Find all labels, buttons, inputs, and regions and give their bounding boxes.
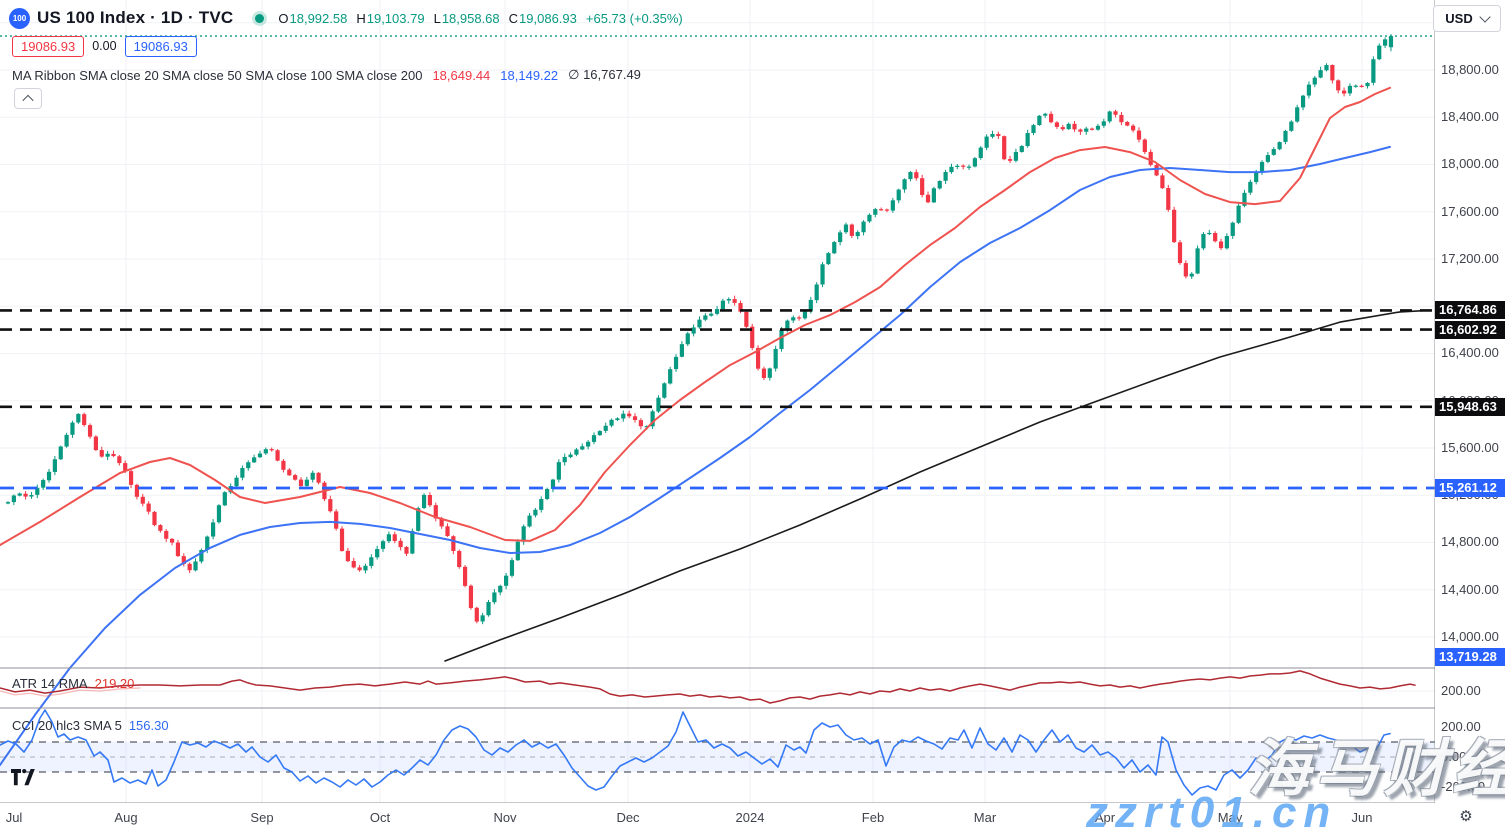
currency-label: USD — [1445, 11, 1473, 26]
sell-price-button[interactable]: 19086.93 — [12, 35, 85, 57]
high-label: H — [356, 10, 366, 26]
cci-tick-label: 200.00 — [1441, 719, 1481, 734]
ma-ribbon-value-blue: 18,149.22 — [500, 67, 559, 83]
level-price-label[interactable]: 16,602.92 — [1435, 320, 1505, 339]
time-tick-label: Jul — [5, 810, 23, 825]
symbol-logo-icon: 100 — [9, 7, 30, 29]
collapse-legend-button[interactable] — [14, 88, 42, 109]
time-tick-label: Dec — [616, 810, 640, 825]
symbol-title[interactable]: US 100 Index · 1D · TVC — [37, 8, 234, 27]
ma-ribbon-legend[interactable]: MA Ribbon SMA close 20 SMA close 50 SMA … — [12, 66, 641, 84]
time-axis[interactable]: Jul Aug Sep Oct Nov Dec 2024 Feb Mar Apr May Jun — [0, 803, 1505, 831]
atr-tick-label: 200.00 — [1441, 683, 1481, 698]
price-tick-label: 18,400.00 — [1441, 109, 1499, 125]
time-tick-label: Feb — [861, 810, 885, 825]
price-tick-label: 14,800.00 — [1441, 534, 1499, 550]
close-label: C — [508, 10, 519, 26]
time-tick-label: 2024 — [735, 810, 765, 825]
change-value: +65.73 (+0.35%) — [585, 10, 683, 26]
open-value: 18,992.58 — [289, 10, 348, 26]
price-tick-label: 18,800.00 — [1441, 62, 1499, 77]
level-price-label[interactable]: 16,764.86 — [1435, 301, 1505, 320]
price-tick-label: 15,600.00 — [1441, 439, 1499, 455]
time-tick-label: Oct — [369, 810, 391, 825]
price-tick-label: 14,400.00 — [1441, 581, 1499, 597]
time-tick-label: Jun — [1351, 810, 1373, 825]
ma-ribbon-value-red: 18,649.44 — [432, 67, 491, 83]
time-tick-label: Aug — [114, 810, 138, 825]
level-price-label[interactable]: 15,948.63 — [1435, 397, 1505, 416]
currency-selector-button[interactable]: USD — [1433, 5, 1501, 32]
time-tick-label: Apr — [1094, 810, 1116, 825]
cci-tick-label: -200.00 — [1441, 779, 1486, 794]
cci-legend[interactable]: CCI 20 hlc3 SMA 5 156.30 — [12, 718, 169, 733]
time-tick-label: Nov — [493, 810, 517, 825]
low-value: 18,958.68 — [441, 10, 500, 26]
time-tick-label: May — [1217, 810, 1243, 825]
low-label: L — [433, 10, 441, 26]
price-tick-label: 14,000.00 — [1441, 628, 1499, 644]
chart-legend: 100 US 100 Index · 1D · TVC O 18,992.58 H… — [9, 6, 683, 30]
chevron-down-icon — [1479, 11, 1491, 23]
market-status-icon[interactable] — [255, 13, 265, 23]
ma-ribbon-title: MA Ribbon SMA close 20 SMA close 50 SMA … — [12, 67, 423, 83]
close-value: 19,086.93 — [519, 10, 577, 26]
gear-icon[interactable]: ⚙ — [1455, 805, 1477, 827]
price-tick-label: 17,200.00 — [1441, 250, 1499, 266]
spread-value: 0.00 — [92, 39, 117, 53]
time-tick-label: Mar — [973, 810, 997, 825]
ma-ribbon-value-avg: ∅ 16,767.49 — [568, 67, 641, 82]
level-price-label[interactable]: 13,719.28 — [1435, 648, 1505, 666]
ohlc-values: O 18,992.58 H 19,103.79 L 18,958.68 C 19,086… — [278, 11, 682, 26]
chevron-up-icon — [22, 94, 34, 106]
open-label: O — [278, 10, 289, 26]
atr-legend[interactable]: ATR 14 RMA 219.20 — [12, 676, 134, 691]
cci-tick-label: 0.00 — [1441, 749, 1467, 764]
price-axis[interactable]: USD 18,800.00 18,400.00 18,000.00 17,600.00… — [1433, 0, 1505, 803]
atr-value: 219.20 — [94, 676, 135, 691]
price-tick-label: 18,000.00 — [1441, 156, 1499, 172]
bid-ask-row: 19086.93 0.00 19086.93 — [12, 35, 197, 57]
price-tick-label: 16,400.00 — [1441, 345, 1499, 361]
atr-title: ATR 14 RMA — [12, 676, 88, 691]
buy-price-button[interactable]: 19086.93 — [124, 35, 197, 57]
time-tick-label: Sep — [250, 810, 274, 825]
price-tick-label: 17,600.00 — [1441, 203, 1499, 219]
level-price-label[interactable]: 15,261.12 — [1435, 479, 1505, 497]
cci-title: CCI 20 hlc3 SMA 5 — [12, 718, 122, 733]
tradingview-logo-icon[interactable] — [11, 769, 35, 786]
cci-value: 156.30 — [128, 718, 169, 733]
high-value: 19,103.79 — [366, 10, 425, 26]
